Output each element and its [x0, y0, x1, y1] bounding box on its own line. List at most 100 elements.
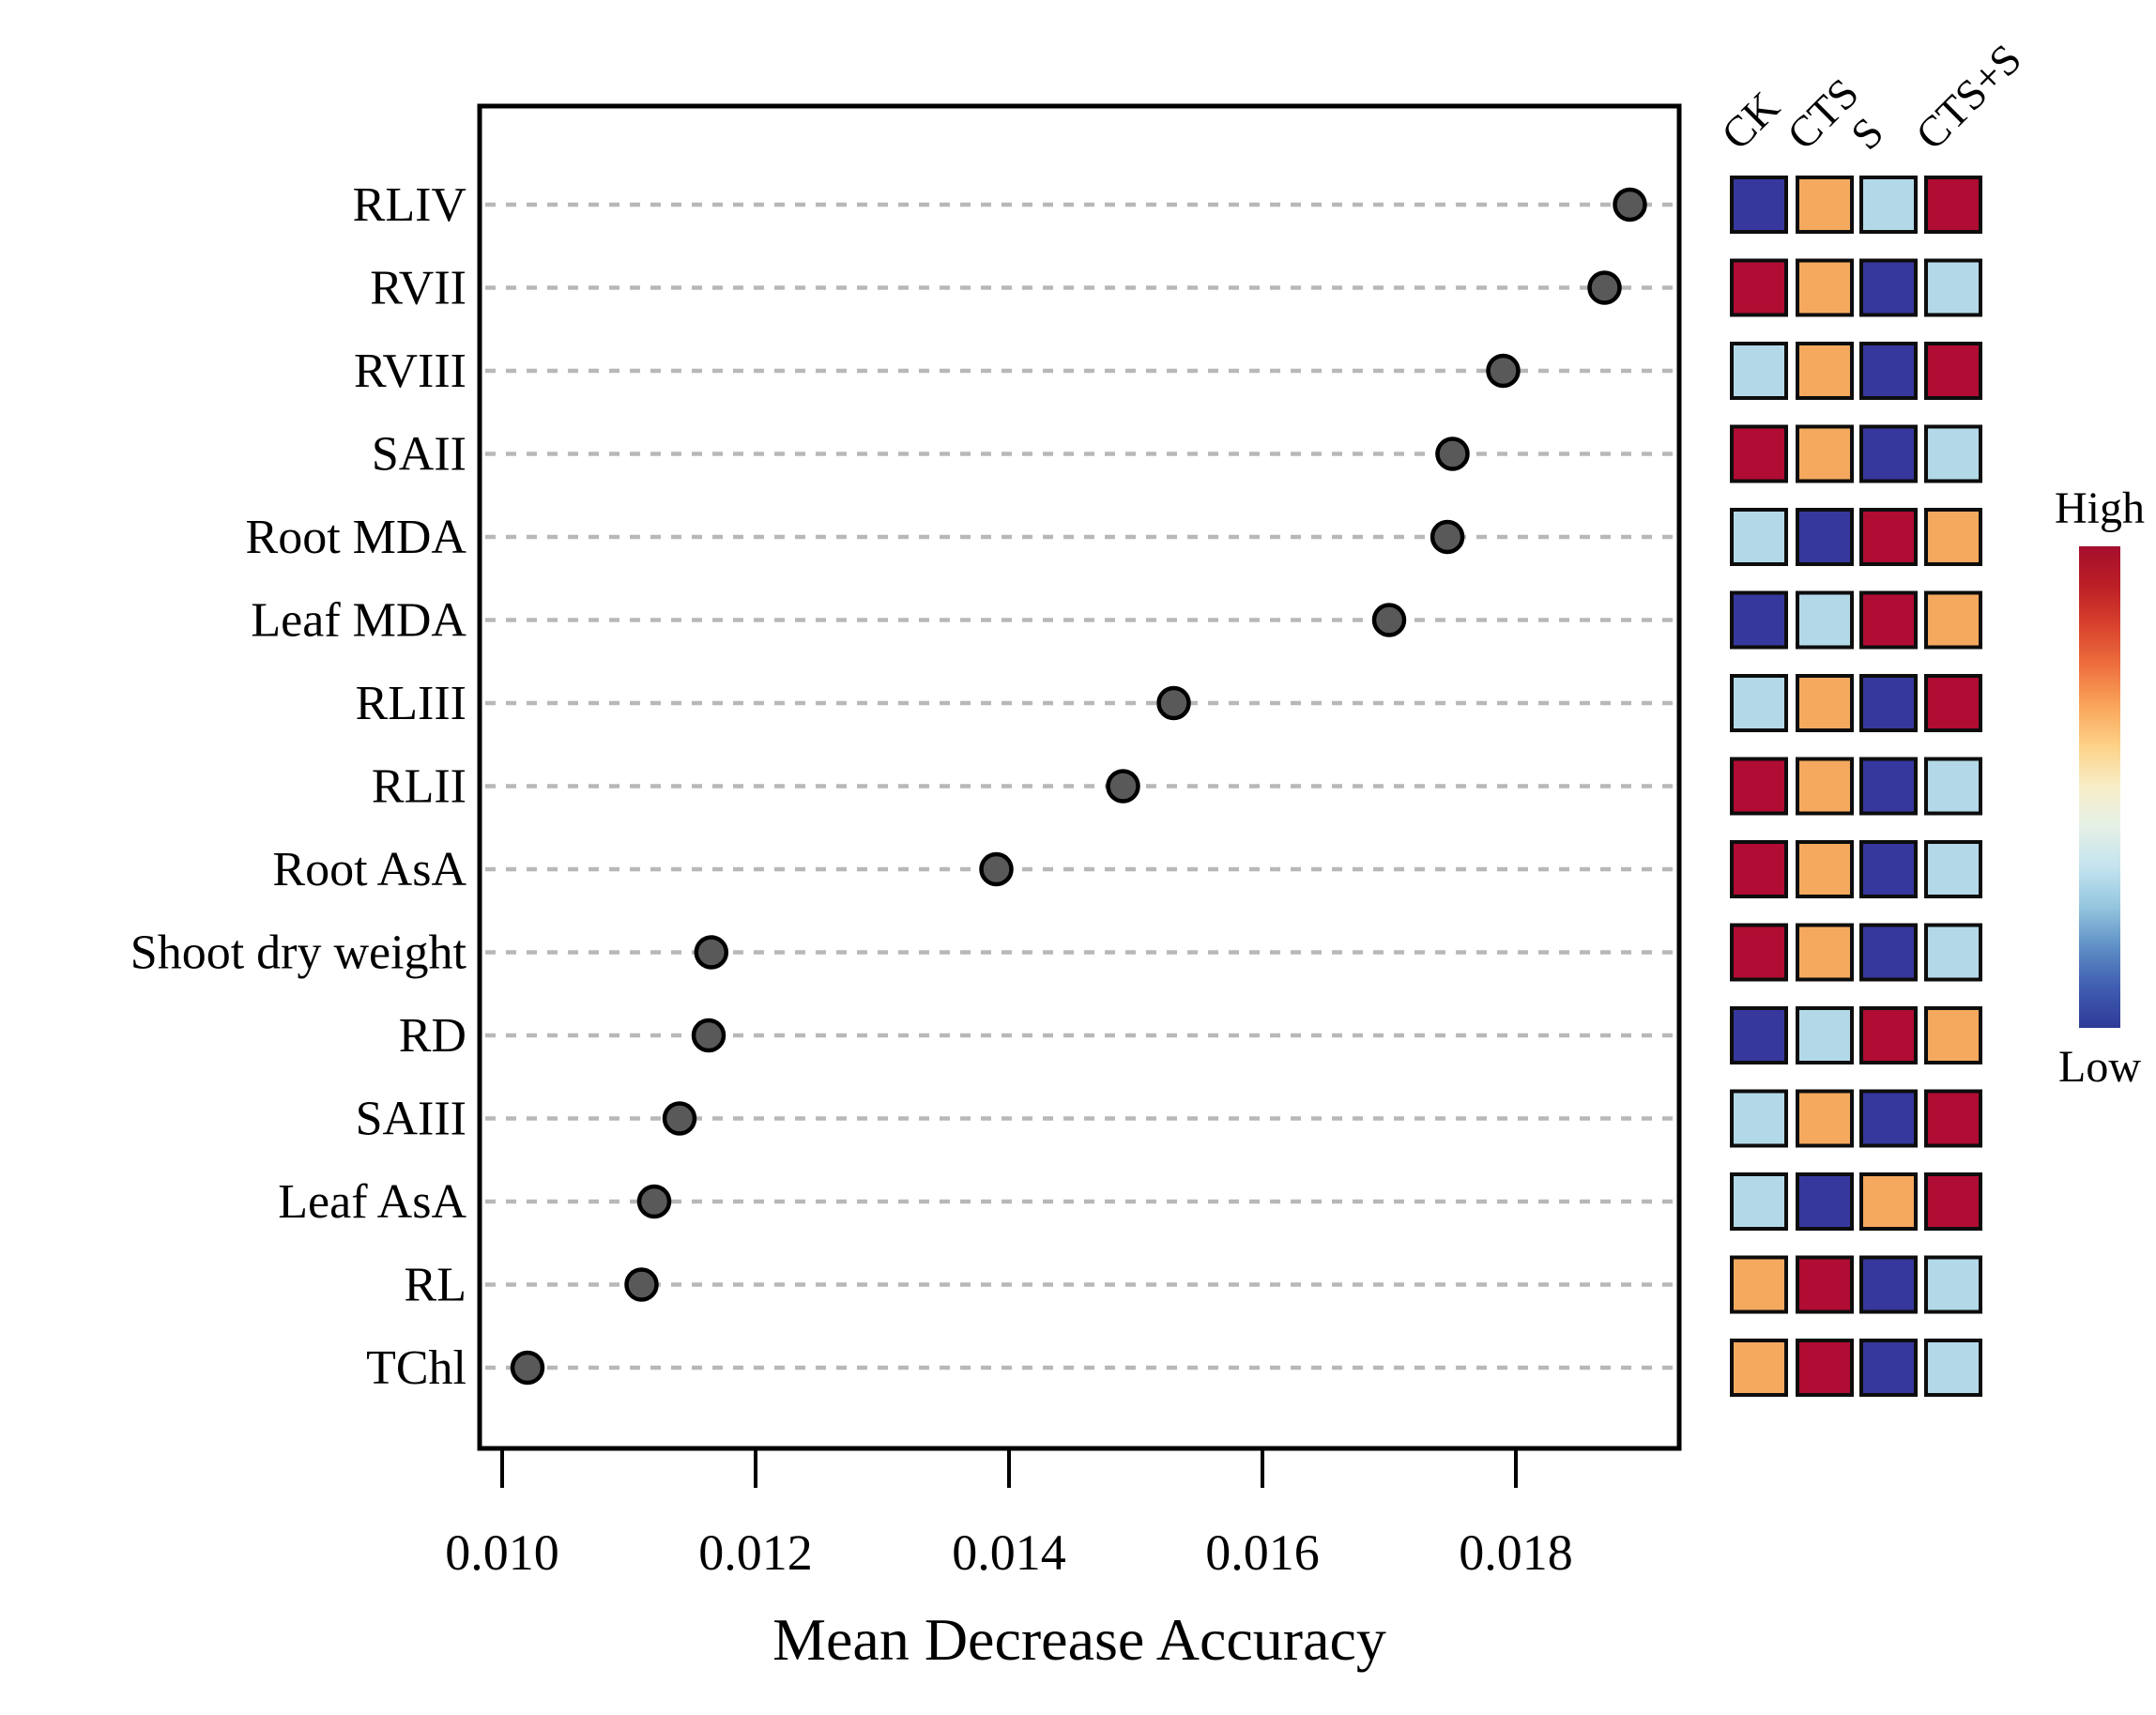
data-point	[1486, 353, 1521, 389]
heatmap-cell	[1859, 923, 1918, 982]
heatmap-cell	[1730, 1255, 1788, 1314]
heatmap-cell	[1859, 590, 1918, 650]
heatmap-cell	[1859, 508, 1918, 566]
heatmap-cell	[1859, 757, 1918, 816]
heatmap-cell	[1730, 342, 1788, 400]
y-axis-label: Leaf AsA	[278, 1175, 466, 1229]
heatmap-column-header: CTS+S	[1906, 35, 2030, 159]
data-point	[1435, 436, 1470, 471]
heatmap-cell	[1924, 1172, 1982, 1231]
heatmap-cell	[1924, 840, 1982, 898]
heatmap-cell	[1859, 258, 1918, 317]
heatmap-cell	[1796, 424, 1854, 483]
y-axis-label: Root AsA	[272, 843, 466, 896]
y-axis-label: Root MDA	[246, 511, 467, 564]
data-point	[1587, 270, 1622, 305]
y-axis-label: SAIII	[356, 1093, 466, 1146]
heatmap-cell	[1796, 840, 1854, 898]
y-axis-label: RLIII	[356, 677, 466, 730]
heatmap-cell	[1730, 674, 1788, 732]
heatmap-cell	[1796, 508, 1854, 566]
heatmap-cell	[1730, 757, 1788, 816]
data-point	[1106, 769, 1140, 804]
y-axis-label: RLII	[372, 760, 466, 814]
heatmap-cell	[1924, 176, 1982, 234]
heatmap-cell	[1796, 674, 1854, 732]
heatmap-cell	[1924, 1006, 1982, 1064]
heatmap-cell	[1730, 923, 1788, 982]
heatmap-cell	[1796, 590, 1854, 650]
data-point	[691, 1018, 726, 1053]
colorbar	[2079, 546, 2120, 1028]
y-axis-label: SAII	[372, 428, 466, 482]
heatmap-cell	[1796, 1089, 1854, 1148]
heatmap-column-header: CK	[1712, 83, 1788, 159]
y-axis-label: Shoot dry weight	[130, 926, 467, 980]
data-point	[979, 851, 1014, 887]
y-axis-label: RVII	[370, 262, 466, 315]
heatmap-cell	[1859, 342, 1918, 400]
heatmap-cell	[1730, 840, 1788, 898]
heatmap-cell	[1859, 1089, 1918, 1148]
heatmap-cell	[1730, 590, 1788, 650]
x-tick-label: 0.010	[445, 1524, 559, 1581]
data-point	[1430, 519, 1465, 555]
data-point	[1613, 187, 1647, 222]
heatmap-cell	[1730, 1339, 1788, 1397]
y-axis-label: Leaf MDA	[251, 594, 466, 648]
heatmap-cell	[1730, 258, 1788, 317]
data-point	[510, 1350, 545, 1386]
heatmap-cell	[1859, 424, 1918, 483]
heatmap-cell	[1924, 508, 1982, 566]
colorbar-high-label: High	[2055, 483, 2145, 533]
data-point	[662, 1101, 697, 1136]
heatmap-cell	[1796, 1339, 1854, 1397]
heatmap-cell	[1796, 258, 1854, 317]
heatmap-cell	[1796, 1255, 1854, 1314]
heatmap-cell	[1796, 757, 1854, 816]
heatmap-cell	[1730, 176, 1788, 234]
heatmap-cell	[1796, 1172, 1854, 1231]
data-point	[636, 1184, 672, 1219]
heatmap-cell	[1859, 1255, 1918, 1314]
plot-border	[477, 103, 1682, 1451]
colorbar-low-label: Low	[2058, 1042, 2141, 1092]
heatmap-cell	[1924, 674, 1982, 732]
heatmap-cell	[1796, 923, 1854, 982]
heatmap-cell	[1924, 1255, 1982, 1314]
x-tick-label: 0.014	[952, 1524, 1066, 1581]
heatmap-cell	[1859, 674, 1918, 732]
x-tick-label: 0.018	[1459, 1524, 1573, 1581]
x-tick-label: 0.016	[1205, 1524, 1320, 1581]
data-point	[1371, 603, 1407, 637]
x-axis-title: Mean Decrease Accuracy	[772, 1606, 1386, 1673]
heatmap-cell	[1730, 1089, 1788, 1148]
heatmap-cell	[1924, 424, 1982, 483]
heatmap-cell	[1859, 1172, 1918, 1231]
x-tick-label: 0.012	[698, 1524, 813, 1581]
heatmap-cell	[1924, 1339, 1982, 1397]
heatmap-cell	[1859, 1006, 1918, 1064]
heatmap-cell	[1730, 1006, 1788, 1064]
heatmap-cell	[1924, 258, 1982, 317]
data-point	[1156, 685, 1191, 721]
data-point	[624, 1267, 659, 1302]
heatmap-cell	[1796, 1006, 1854, 1064]
heatmap-cell	[1924, 923, 1982, 982]
heatmap-cell	[1859, 176, 1918, 234]
data-point	[694, 935, 729, 970]
heatmap-cell	[1859, 1339, 1918, 1397]
heatmap-cell	[1924, 1089, 1982, 1148]
heatmap-cell	[1924, 342, 1982, 400]
heatmap-cell	[1924, 590, 1982, 650]
heatmap-cell	[1859, 840, 1918, 898]
heatmap-cell	[1924, 757, 1982, 816]
heatmap-cell	[1730, 508, 1788, 566]
heatmap-cell	[1730, 424, 1788, 483]
y-axis-label: RD	[399, 1009, 466, 1063]
y-axis-label: RLIV	[353, 178, 466, 232]
heatmap-cell	[1796, 176, 1854, 234]
y-axis-label: TChl	[366, 1341, 466, 1395]
